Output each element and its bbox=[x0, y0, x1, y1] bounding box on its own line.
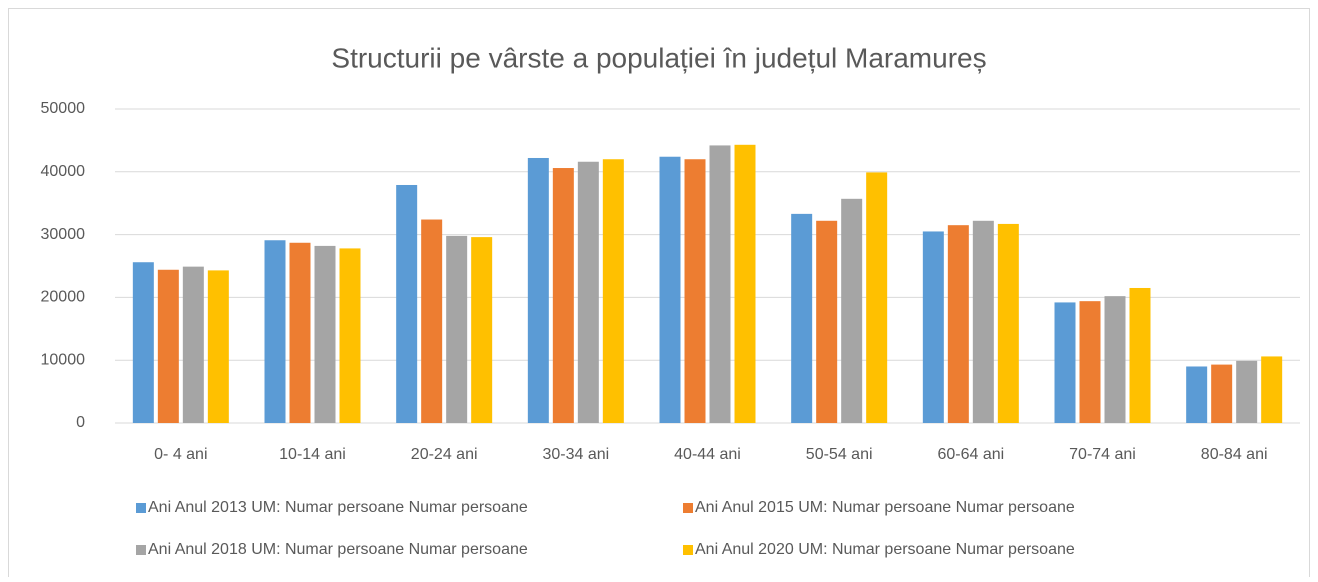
chart-title: Structurii pe vârste a populației în jud… bbox=[331, 42, 986, 73]
y-tick-label: 40000 bbox=[41, 163, 86, 180]
x-tick-label: 30-34 ani bbox=[542, 446, 609, 463]
y-tick-label: 20000 bbox=[41, 289, 86, 306]
bar bbox=[1079, 301, 1101, 423]
bar bbox=[922, 231, 944, 423]
legend-label: Ani Anul 2013 UM: Numar persoane Numar p… bbox=[148, 499, 528, 516]
x-tick-label: 0- 4 ani bbox=[154, 446, 207, 463]
x-tick-label: 80-84 ani bbox=[1201, 446, 1268, 463]
y-tick-label: 50000 bbox=[41, 100, 86, 117]
bar bbox=[527, 157, 549, 423]
bar bbox=[947, 225, 969, 423]
bar bbox=[816, 220, 838, 423]
bar bbox=[734, 144, 756, 423]
bar bbox=[132, 262, 154, 423]
x-tick-label: 20-24 ani bbox=[411, 446, 478, 463]
bar bbox=[972, 220, 994, 423]
x-tick-label: 50-54 ani bbox=[806, 446, 873, 463]
bar bbox=[866, 172, 888, 423]
bar bbox=[1104, 296, 1126, 423]
bar bbox=[446, 235, 468, 423]
y-tick-label: 0 bbox=[76, 414, 85, 431]
legend-swatch bbox=[683, 545, 693, 555]
x-tick-label: 70-74 ani bbox=[1069, 446, 1136, 463]
legend-label: Ani Anul 2018 UM: Numar persoane Numar p… bbox=[148, 541, 528, 558]
bar bbox=[577, 161, 599, 423]
bar bbox=[709, 145, 731, 423]
legend-label: Ani Anul 2020 UM: Numar persoane Numar p… bbox=[695, 541, 1075, 558]
bar bbox=[602, 159, 624, 424]
bar bbox=[471, 237, 493, 423]
bar bbox=[791, 213, 813, 423]
bar bbox=[396, 184, 418, 423]
bar bbox=[1129, 287, 1151, 423]
bar bbox=[339, 248, 361, 423]
bar bbox=[1054, 302, 1076, 423]
bar bbox=[157, 269, 179, 423]
bar bbox=[1186, 366, 1208, 423]
y-tick-label: 10000 bbox=[41, 351, 86, 368]
bar bbox=[997, 223, 1019, 423]
bar bbox=[684, 159, 706, 424]
legend-label: Ani Anul 2015 UM: Numar persoane Numar p… bbox=[695, 499, 1075, 516]
bar bbox=[289, 242, 311, 423]
y-tick-label: 30000 bbox=[41, 226, 86, 243]
legend-swatch bbox=[683, 503, 693, 513]
bar bbox=[841, 198, 863, 423]
x-tick-label: 60-64 ani bbox=[937, 446, 1004, 463]
x-tick-label: 10-14 ani bbox=[279, 446, 346, 463]
bar bbox=[182, 266, 204, 423]
bar bbox=[1236, 360, 1258, 423]
bar bbox=[1261, 356, 1283, 423]
legend-swatch bbox=[136, 503, 146, 513]
bar bbox=[314, 245, 336, 423]
bar bbox=[207, 270, 229, 423]
bar bbox=[659, 156, 681, 423]
bar bbox=[1211, 364, 1233, 423]
legend-swatch bbox=[136, 545, 146, 555]
bar bbox=[421, 219, 443, 423]
bar bbox=[264, 240, 286, 423]
bar bbox=[552, 168, 574, 423]
x-tick-label: 40-44 ani bbox=[674, 446, 741, 463]
